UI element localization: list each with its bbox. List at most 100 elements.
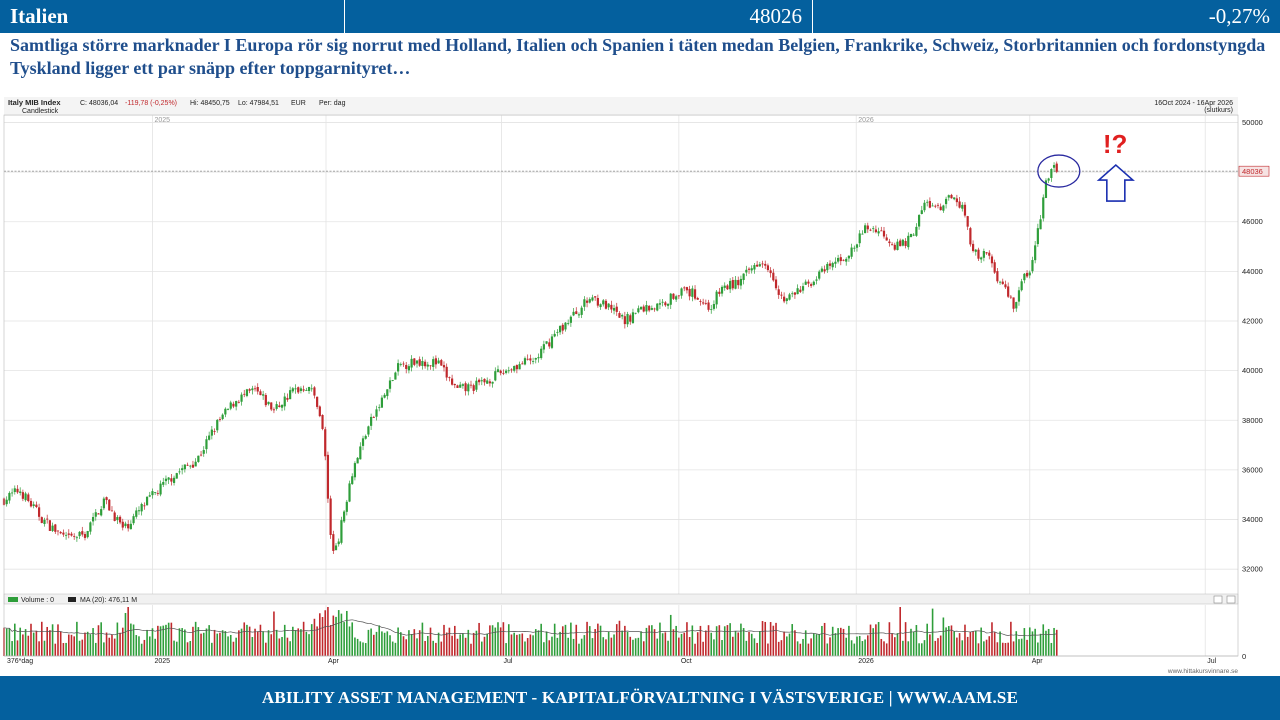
candle-body [78, 531, 81, 537]
candle-body [645, 305, 648, 312]
volume-bar [57, 624, 59, 656]
volume-bar [829, 637, 831, 656]
candle-body [1009, 296, 1012, 298]
volume-zero-label: 0 [1242, 652, 1246, 661]
volume-bar [721, 639, 723, 656]
y-tick-label: 38000 [1242, 416, 1263, 425]
candle-body [612, 307, 616, 311]
candle-body [583, 299, 586, 307]
volume-bar [632, 639, 634, 656]
candle-body [410, 358, 413, 368]
candle-body [154, 492, 157, 493]
volume-bar [221, 630, 224, 656]
volume-bar [858, 635, 861, 656]
last-price-text: 48036 [1242, 167, 1263, 176]
volume-bar [443, 624, 445, 656]
volume-bar [980, 627, 982, 656]
candle-body [715, 291, 718, 305]
candle-body [46, 518, 49, 520]
volume-bar [942, 617, 945, 656]
volume-label: Volume : 0 [21, 597, 54, 604]
volume-bar [200, 633, 202, 656]
candle-body [1015, 302, 1018, 309]
volume-bar [934, 640, 937, 656]
candle-body [623, 316, 626, 325]
exclamation-question-marks: !? [1103, 129, 1128, 159]
candle-body [774, 279, 778, 289]
index-change: -0,27% [1208, 4, 1270, 28]
candle-body [43, 519, 46, 525]
candle-body [5, 499, 8, 505]
highlight-circle [1037, 154, 1081, 188]
volume-bar [734, 631, 737, 656]
volume-bar [8, 628, 11, 656]
candle-body [232, 403, 235, 407]
quote-high: Hi: 48450,75 [190, 100, 230, 107]
candle-body [105, 497, 108, 501]
candle-body [1042, 197, 1045, 219]
candle-body [283, 396, 286, 407]
volume-bar [915, 625, 918, 656]
candle-body [934, 205, 937, 207]
candle-body [402, 363, 405, 365]
candle-body [639, 306, 643, 310]
candle-body [510, 369, 513, 371]
candle-body [672, 293, 675, 299]
volume-bar [516, 634, 518, 656]
candle-body [1017, 290, 1021, 302]
quote-currency: EUR [291, 100, 306, 107]
candle-body [858, 233, 861, 244]
candle-body [264, 395, 267, 406]
volume-bar [1004, 643, 1007, 656]
volume-bar [726, 625, 729, 656]
candle-body [413, 358, 416, 365]
volume-bar [853, 643, 856, 656]
candle-body [818, 271, 821, 279]
candle-body [869, 229, 872, 231]
volume-bar [329, 625, 332, 656]
candle-body [793, 292, 797, 295]
volume-bar [475, 630, 478, 656]
volume-bar [297, 628, 300, 656]
volume-close-icon[interactable] [1226, 595, 1236, 604]
volume-bar [11, 641, 13, 656]
volume-bar [208, 625, 210, 656]
volume-bar [432, 640, 435, 656]
candle-body [445, 366, 448, 378]
candle-body [145, 496, 149, 506]
volume-bar [184, 629, 186, 656]
volume-bar [1039, 633, 1042, 656]
candle-body [942, 205, 945, 211]
candle-body [899, 240, 902, 247]
candle-body [370, 416, 373, 426]
volume-bar [1020, 638, 1023, 656]
volume-bar [813, 633, 815, 656]
volume-bar [969, 632, 972, 656]
candle-body [162, 482, 165, 485]
candle-body [116, 517, 119, 521]
volume-bar [192, 626, 194, 656]
volume-bar [65, 642, 67, 656]
volume-bar [885, 643, 888, 656]
candle-body [718, 291, 721, 294]
volume-zoom-icon[interactable] [1213, 595, 1223, 604]
candle-body [499, 370, 502, 374]
volume-bar [591, 638, 594, 656]
volume-bar [645, 627, 648, 656]
volume-ma-line [3, 619, 1057, 637]
x-tick-label: Oct [681, 658, 692, 665]
candle-body [796, 288, 799, 295]
volume-bar [972, 631, 974, 656]
volume-bar [1045, 630, 1047, 656]
candle-body [332, 534, 335, 551]
volume-bar [920, 643, 923, 656]
volume-bar [227, 636, 229, 656]
candle-body [621, 315, 624, 317]
chart-title: Italy MIB Index [8, 98, 61, 107]
footer-bar: ABILITY ASSET MANAGEMENT - KAPITALFÖRVAL… [0, 676, 1280, 720]
volume-bar [292, 626, 294, 656]
volume-bar [305, 631, 308, 656]
candle-body [294, 388, 297, 390]
volume-bar [151, 628, 154, 656]
candle-body [270, 402, 273, 410]
